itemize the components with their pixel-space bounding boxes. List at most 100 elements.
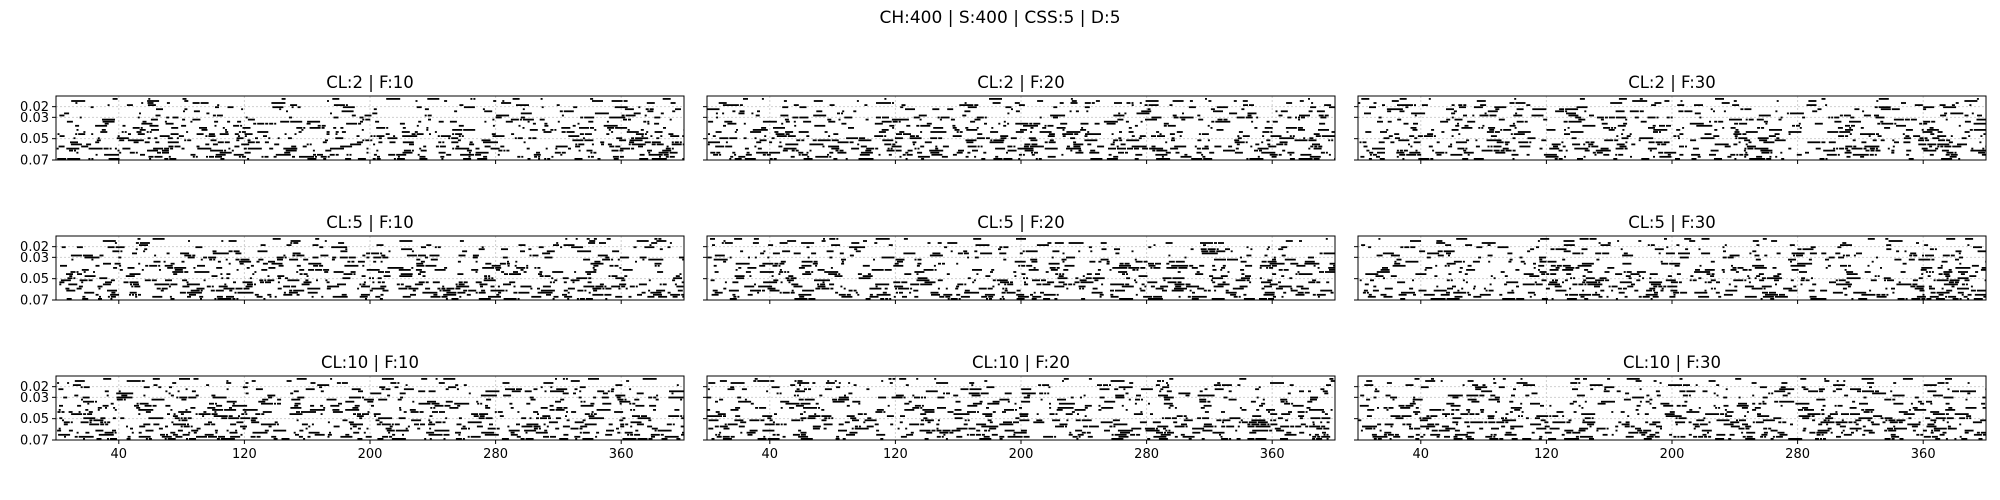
- raster-mark: [1364, 112, 1371, 115]
- raster-mark: [1209, 275, 1214, 277]
- raster-mark: [924, 419, 934, 422]
- raster-mark: [140, 127, 143, 129]
- raster-mark: [274, 122, 277, 125]
- raster-mark: [335, 153, 339, 156]
- raster-mark: [722, 438, 732, 440]
- raster-mark: [1971, 147, 1974, 150]
- raster-mark: [920, 124, 931, 127]
- raster-mark: [624, 108, 634, 111]
- raster-mark: [967, 419, 970, 422]
- raster-mark: [1272, 273, 1277, 275]
- raster-mark: [448, 137, 451, 140]
- raster-mark: [1171, 137, 1175, 140]
- raster-mark: [1821, 98, 1826, 100]
- raster-mark: [838, 118, 841, 121]
- raster-mark: [299, 155, 314, 158]
- raster-mark: [1773, 275, 1780, 277]
- raster-mark: [103, 378, 112, 380]
- raster-mark: [1007, 435, 1023, 438]
- raster-mark: [894, 285, 904, 288]
- panel-4: CL:5 | F:100.020.030.050.07: [20, 213, 685, 309]
- raster-mark: [814, 413, 817, 415]
- raster-mark: [363, 431, 366, 434]
- raster-mark: [1690, 139, 1697, 142]
- raster-mark: [75, 133, 78, 135]
- raster-mark: [1892, 145, 1895, 148]
- raster-mark: [1622, 254, 1634, 257]
- raster-mark: [1124, 112, 1127, 115]
- raster-mark: [411, 250, 414, 253]
- raster-mark: [779, 242, 788, 244]
- raster-mark: [1057, 407, 1074, 409]
- raster-mark: [392, 433, 396, 436]
- raster-mark: [181, 419, 188, 422]
- raster-mark: [1080, 122, 1089, 125]
- raster-mark: [1200, 407, 1205, 409]
- raster-mark: [1519, 145, 1531, 148]
- raster-mark: [1555, 110, 1565, 113]
- raster-mark: [298, 131, 302, 133]
- raster-mark: [1465, 147, 1468, 150]
- raster-mark: [853, 289, 857, 292]
- raster-mark: [1562, 145, 1566, 148]
- raster-mark: [1202, 417, 1210, 420]
- raster-mark: [1478, 256, 1482, 259]
- raster-mark: [252, 431, 268, 434]
- raster-mark: [714, 291, 723, 294]
- raster-mark: [1554, 285, 1562, 288]
- raster-mark: [119, 151, 122, 154]
- raster-mark: [1827, 131, 1839, 133]
- raster-mark: [1036, 283, 1042, 286]
- raster-mark: [596, 409, 611, 411]
- raster-mark: [1812, 283, 1817, 286]
- raster-mark: [1169, 378, 1174, 380]
- raster-mark: [1670, 116, 1673, 119]
- raster-mark: [295, 433, 299, 436]
- raster-mark: [429, 421, 433, 424]
- raster-mark: [1313, 147, 1322, 150]
- raster-mark: [888, 244, 893, 246]
- raster-mark: [1845, 254, 1850, 257]
- raster-mark: [1467, 291, 1470, 294]
- raster-mark: [912, 407, 920, 409]
- raster-mark: [1062, 273, 1065, 275]
- raster-mark: [1169, 404, 1174, 407]
- raster-mark: [1148, 246, 1152, 249]
- raster-mark: [170, 283, 178, 286]
- raster-mark: [734, 131, 737, 133]
- raster-mark: [584, 289, 587, 292]
- raster-mark: [1958, 252, 1961, 255]
- raster-mark: [629, 285, 635, 288]
- raster-mark: [1251, 419, 1266, 422]
- raster-mark: [1620, 248, 1623, 251]
- raster-mark: [1606, 295, 1609, 298]
- raster-mark: [296, 254, 305, 257]
- raster-mark: [176, 137, 179, 140]
- raster-mark: [1891, 149, 1895, 152]
- raster-mark: [138, 262, 141, 265]
- raster-mark: [1278, 285, 1292, 288]
- raster-mark: [133, 141, 139, 144]
- raster-mark: [1608, 285, 1611, 288]
- raster-mark: [654, 429, 657, 432]
- raster-mark: [1131, 135, 1135, 137]
- raster-mark: [1954, 151, 1957, 154]
- raster-mark: [1714, 129, 1718, 131]
- raster-mark: [112, 250, 120, 253]
- raster-mark: [1016, 293, 1025, 296]
- raster-mark: [582, 419, 586, 422]
- raster-mark: [1845, 135, 1849, 137]
- raster-mark: [1267, 279, 1273, 282]
- raster-mark: [520, 269, 524, 271]
- raster-mark: [908, 400, 912, 403]
- raster-mark: [1710, 108, 1713, 111]
- raster-mark: [602, 258, 611, 261]
- raster-mark: [503, 298, 517, 300]
- raster-mark: [1326, 433, 1329, 436]
- raster-mark: [730, 435, 735, 438]
- raster-mark: [527, 158, 531, 160]
- raster-mark: [1141, 283, 1145, 286]
- raster-mark: [91, 258, 94, 261]
- raster-mark: [1555, 248, 1567, 251]
- raster-mark: [956, 262, 959, 265]
